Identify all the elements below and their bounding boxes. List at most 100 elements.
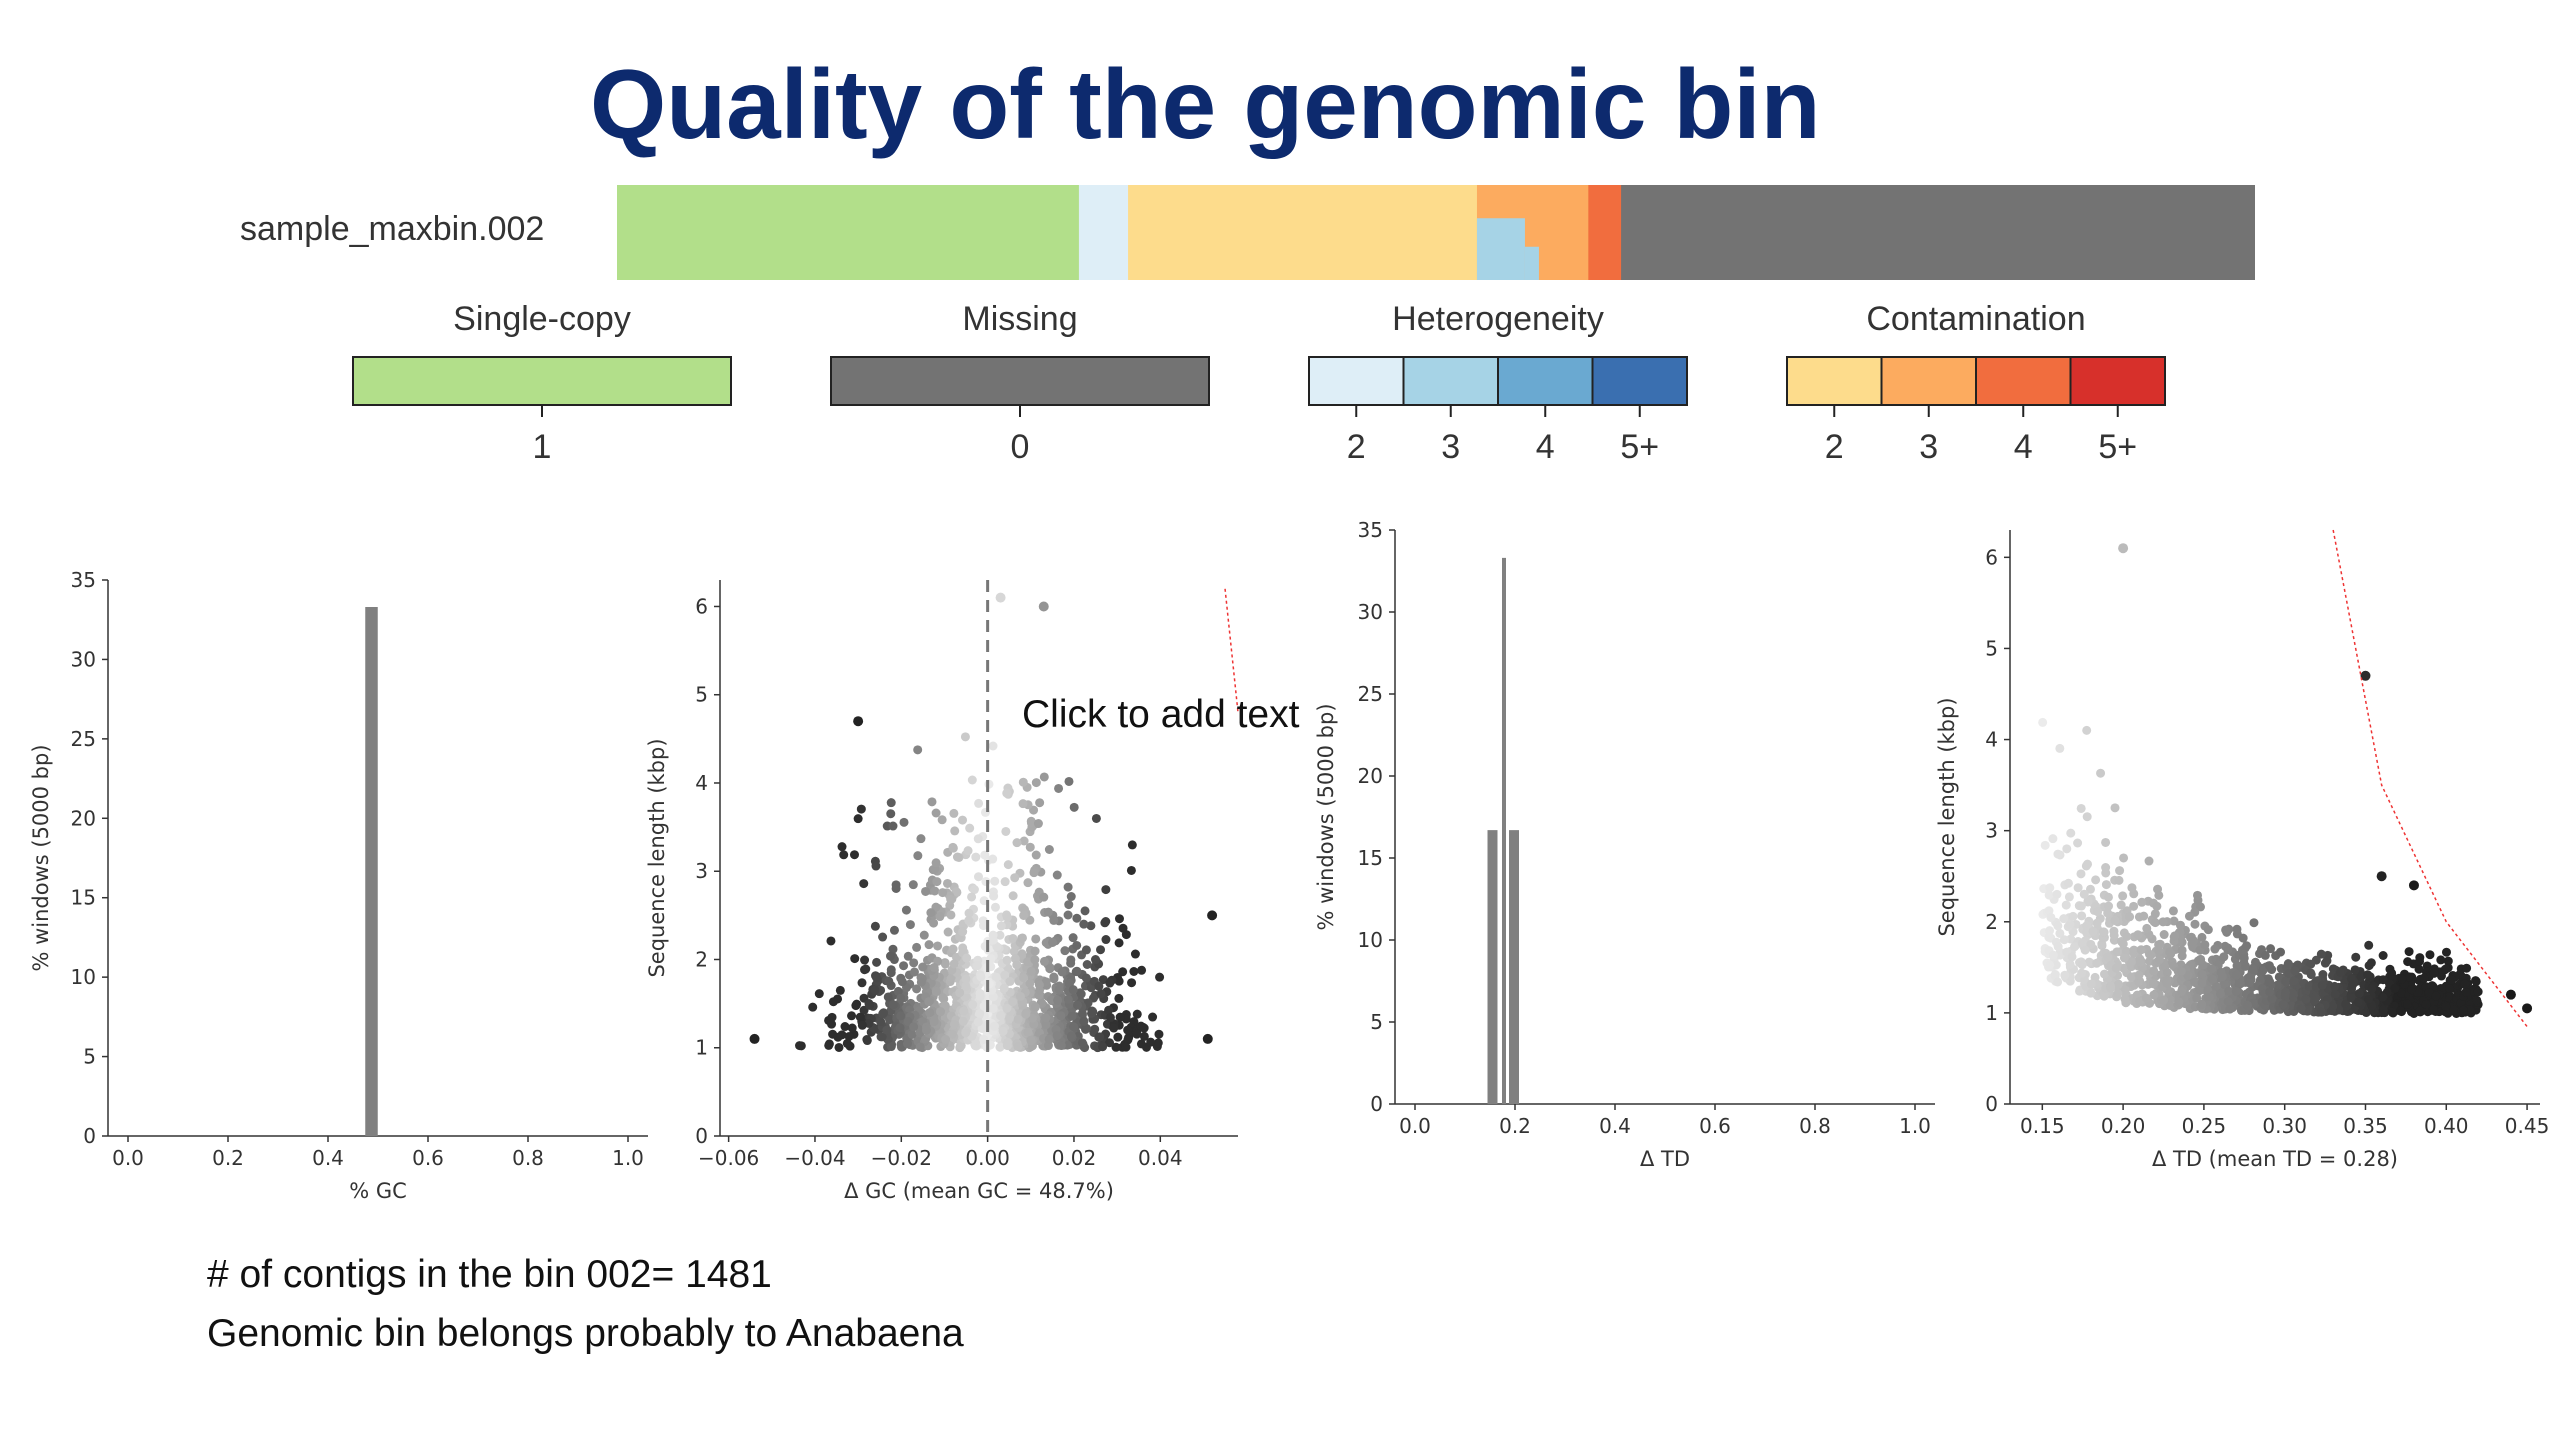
- scatter-point: [2342, 1001, 2352, 1011]
- histogram-bar-0: [365, 607, 378, 1136]
- scatter-point: [1030, 1002, 1040, 1012]
- x-tick-label: 0.45: [2505, 1114, 2550, 1138]
- scatter-point: [1041, 1013, 1051, 1023]
- y-tick-label: 35: [71, 568, 96, 592]
- scatter-point: [886, 1042, 896, 1052]
- scatter-point: [2242, 941, 2252, 951]
- scatter-point: [991, 972, 1001, 982]
- scatter-point: [2428, 1004, 2438, 1014]
- legend-swatch-2-0: [1308, 356, 1405, 406]
- scatter-point: [975, 992, 985, 1002]
- scatter-point: [1114, 993, 1124, 1003]
- scatter-point: [872, 957, 882, 967]
- text-placeholder[interactable]: Click to add text: [1022, 693, 1300, 736]
- scatter-point: [886, 809, 896, 819]
- scatter-point: [2404, 972, 2414, 982]
- scatter-point: [2429, 968, 2439, 978]
- scatter-point: [1113, 1032, 1123, 1042]
- scatter-point: [2044, 890, 2054, 900]
- scatter-point: [860, 955, 870, 965]
- scatter-point: [949, 959, 959, 969]
- outlier-point-5: [2118, 543, 2129, 554]
- scatter-point: [950, 826, 960, 836]
- scatter-point: [1012, 838, 1022, 848]
- scatter-point: [2177, 986, 2187, 996]
- scatter-point: [1056, 1041, 1066, 1051]
- scatter-point: [2053, 977, 2063, 987]
- scatter-point: [2301, 994, 2311, 1004]
- contig-count-text: # of contigs in the bin 002= 1481: [207, 1253, 772, 1296]
- scatter-point: [2103, 908, 2113, 918]
- scatter-point: [2190, 919, 2200, 929]
- x-tick-label: 0.15: [2020, 1114, 2065, 1138]
- scatter-point: [2055, 928, 2065, 938]
- scatter-point: [2335, 967, 2345, 977]
- scatter-point: [2127, 883, 2137, 893]
- scatter-point: [1064, 900, 1074, 910]
- scatter-point: [2223, 997, 2233, 1007]
- y-axis-label: % windows (5000 bp): [29, 744, 53, 971]
- y-tick-label: 6: [1985, 545, 1998, 569]
- scatter-point: [2281, 976, 2291, 986]
- scatter-point: [2220, 980, 2230, 990]
- scatter-point: [921, 886, 931, 896]
- scatter-point: [2048, 834, 2058, 844]
- scatter-point: [1053, 995, 1063, 1005]
- scatter-point: [2390, 983, 2400, 993]
- scatter-point: [870, 985, 880, 995]
- scatter-point: [949, 1019, 959, 1029]
- scatter-point: [2403, 957, 2413, 967]
- y-tick-label: 0: [1370, 1092, 1383, 1116]
- scatter-point: [2419, 973, 2429, 983]
- y-tick-label: 6: [695, 594, 708, 618]
- scatter-point: [990, 902, 1000, 912]
- scatter-point: [2403, 999, 2413, 1009]
- scatter-point: [1013, 1014, 1023, 1024]
- scatter-point: [1025, 842, 1035, 852]
- scatter-point: [1010, 873, 1020, 883]
- scatter-point: [1030, 955, 1040, 965]
- scatter-point: [2088, 926, 2098, 936]
- scatter-point: [935, 912, 945, 922]
- scatter-point: [2111, 963, 2121, 973]
- scatter-point: [889, 925, 899, 935]
- outlier-point-3: [2505, 989, 2516, 1000]
- x-tick-label: 0.04: [1138, 1146, 1183, 1170]
- x-tick-label: 0.6: [412, 1146, 444, 1170]
- scatter-point: [958, 815, 968, 825]
- scatter-point: [877, 1032, 887, 1042]
- scatter-point: [1018, 777, 1028, 787]
- scatter-point: [2378, 975, 2388, 985]
- scatter-point: [824, 1040, 834, 1050]
- scatter-point: [989, 891, 999, 901]
- x-tick-label: 0.02: [1052, 1146, 1097, 1170]
- legend-swatch-1-0: [830, 356, 1210, 406]
- scatter-point: [969, 885, 979, 895]
- scatter-point: [2093, 907, 2103, 917]
- scatter-point: [903, 951, 913, 961]
- scatter-point: [902, 1039, 912, 1049]
- scatter-point: [2113, 979, 2123, 989]
- scatter-point: [2258, 966, 2268, 976]
- scatter-point: [2378, 992, 2388, 1002]
- y-tick-label: 3: [695, 859, 708, 883]
- scatter-point: [878, 932, 888, 942]
- scatter-point: [1137, 965, 1147, 975]
- scatter-point: [2101, 837, 2111, 847]
- scatter-point: [2166, 949, 2176, 959]
- scatter-point: [1064, 776, 1074, 786]
- x-tick-label: 0.00: [965, 1146, 1010, 1170]
- scatter-point: [2109, 926, 2119, 936]
- scatter-point: [2073, 838, 2083, 848]
- scatter-point: [2103, 892, 2113, 902]
- stacked-composition-bar: [617, 185, 2255, 280]
- scatter-point: [2053, 942, 2063, 952]
- scatter-point: [2304, 981, 2314, 991]
- scatter-point: [1086, 921, 1096, 931]
- scatter-point: [1025, 978, 1035, 988]
- scatter-point: [909, 1022, 919, 1032]
- scatter-point: [2129, 901, 2139, 911]
- scatter-point: [938, 888, 948, 898]
- scatter-point: [2267, 994, 2277, 1004]
- scatter-point: [2065, 919, 2075, 929]
